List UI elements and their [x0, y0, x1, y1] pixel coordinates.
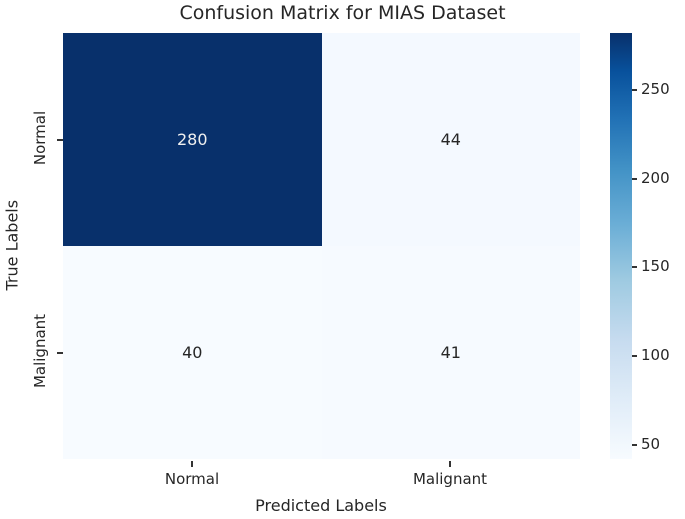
heatmap-cell-malignant-malignant: 41 — [321, 246, 580, 459]
colorbar-tick — [632, 266, 637, 268]
heatmap-cell-malignant-normal: 40 — [63, 246, 322, 459]
colorbar-tick — [632, 178, 637, 180]
colorbar-label-200: 200 — [641, 169, 670, 187]
colorbar — [610, 33, 632, 459]
colorbar-tick — [632, 355, 637, 357]
x-tick-mark — [191, 461, 193, 467]
y-tick-label-malignant: Malignant — [31, 313, 49, 389]
colorbar-tick — [632, 89, 637, 91]
heatmap-cell-normal-normal: 280 — [63, 33, 322, 246]
x-tick-mark — [449, 461, 451, 467]
colorbar-label-150: 150 — [641, 257, 670, 275]
heatmap: 280 44 40 41 — [63, 33, 580, 459]
x-tick-label-malignant: Malignant — [412, 470, 488, 488]
colorbar-label-50: 50 — [641, 435, 661, 453]
y-tick-mark — [57, 352, 63, 354]
colorbar-label-250: 250 — [641, 80, 670, 98]
colorbar-tick — [632, 444, 637, 446]
x-tick-label-normal: Normal — [164, 470, 220, 488]
chart-title: Confusion Matrix for MIAS Dataset — [179, 2, 506, 24]
heatmap-cell-normal-malignant: 44 — [321, 33, 580, 246]
y-axis-label: True Labels — [2, 199, 22, 291]
x-axis-label: Predicted Labels — [255, 496, 387, 515]
y-tick-mark — [57, 139, 63, 141]
colorbar-label-100: 100 — [641, 346, 670, 364]
y-tick-label-normal: Normal — [31, 110, 49, 166]
